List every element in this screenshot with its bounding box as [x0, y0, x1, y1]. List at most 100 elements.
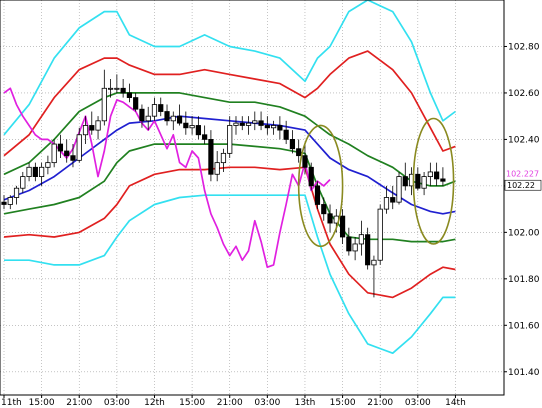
candle-body	[95, 120, 101, 131]
annotations	[297, 117, 455, 248]
candle	[32, 162, 38, 182]
x-tick-label: 14th	[445, 398, 466, 408]
x-tick-label: 21:00	[367, 398, 393, 408]
candle-body	[339, 215, 346, 238]
candle-body	[20, 176, 26, 189]
candle-body	[114, 87, 120, 90]
series-middle-lower	[3, 166, 456, 299]
candle	[26, 162, 32, 182]
candle-body	[245, 122, 252, 126]
candle-body	[39, 166, 45, 177]
candle	[195, 116, 201, 140]
y-tick-label: 101.40	[508, 368, 540, 378]
x-tick-label: 12th	[144, 398, 165, 408]
candle	[383, 185, 390, 214]
y-tick-label: 102.00	[508, 228, 540, 238]
candle-body	[365, 234, 371, 266]
candle	[314, 181, 321, 210]
candle	[1, 195, 7, 210]
candle	[227, 116, 233, 158]
candle	[76, 127, 82, 163]
candle	[427, 162, 433, 186]
candle	[365, 227, 371, 270]
candle-body	[170, 115, 176, 122]
candle-body	[70, 155, 76, 161]
candle	[245, 116, 252, 135]
candle-body	[164, 111, 170, 122]
x-tick-label: 13th	[295, 398, 316, 408]
candle-body	[271, 125, 277, 129]
candle	[101, 69, 107, 126]
candle	[51, 139, 57, 168]
candle	[277, 116, 283, 140]
candle-body	[101, 87, 107, 122]
highlight-ellipse	[412, 117, 455, 245]
candle	[133, 92, 139, 112]
candle	[45, 155, 51, 175]
x-axis: 11th 15:00 21:00 03:00 12th 15:00 21:00 03:00 13…	[1, 395, 466, 408]
plot-frame	[0, 0, 505, 396]
candle	[82, 116, 89, 145]
candle	[107, 79, 114, 98]
candle-body	[277, 125, 283, 131]
candle-body	[402, 176, 408, 187]
candle	[7, 195, 13, 210]
candle-body	[195, 125, 201, 136]
candle-body	[371, 259, 377, 266]
candle	[208, 130, 214, 182]
candle-body	[120, 87, 126, 94]
candle-body	[296, 148, 302, 157]
candle	[239, 116, 245, 131]
candle	[202, 125, 208, 145]
candle	[352, 237, 358, 261]
x-tick-label: 21:00	[217, 398, 243, 408]
candle	[20, 171, 26, 193]
candle	[302, 144, 308, 175]
x-tick-label: 11th	[1, 398, 22, 408]
candle	[145, 106, 151, 131]
candle-body	[64, 150, 70, 157]
candle-body	[434, 171, 440, 180]
candle-body	[383, 197, 390, 210]
candle-body	[107, 87, 114, 90]
y-tick-label: 101.60	[508, 321, 540, 331]
candle	[95, 116, 101, 140]
candle-body	[89, 125, 95, 131]
series-middle-upper	[3, 50, 456, 157]
candle	[434, 162, 440, 186]
candle-body	[258, 120, 264, 126]
candle	[264, 116, 270, 135]
candle-body	[421, 176, 427, 189]
candle-body	[208, 139, 214, 175]
candle	[176, 104, 183, 126]
candle	[120, 79, 126, 98]
candle-body	[202, 134, 208, 140]
candle-body	[57, 143, 64, 152]
candle-body	[139, 108, 145, 122]
candle-body	[308, 166, 314, 187]
x-tick-label: 21:00	[66, 398, 92, 408]
candle-body	[252, 120, 258, 124]
candle-body	[220, 152, 227, 164]
candle	[151, 97, 158, 121]
x-tick-label: 03:00	[254, 398, 280, 408]
current-price-labels: 102.227 102.22	[504, 170, 542, 191]
candle	[296, 139, 302, 163]
candle-body	[214, 162, 220, 175]
current-price-box	[504, 179, 542, 191]
candle-body	[264, 125, 270, 129]
candle-body	[227, 125, 233, 154]
candle	[390, 185, 396, 210]
candle	[13, 185, 20, 205]
series-outer-upper	[3, 0, 456, 136]
current-price-label-lagging: 102.227	[506, 170, 539, 179]
candle	[421, 171, 427, 196]
candle	[114, 74, 120, 93]
candle-body	[321, 204, 327, 215]
candle	[327, 204, 333, 233]
x-tick-label: 15:00	[330, 398, 356, 408]
x-tick-label: 15:00	[179, 398, 205, 408]
candle-body	[176, 115, 183, 124]
